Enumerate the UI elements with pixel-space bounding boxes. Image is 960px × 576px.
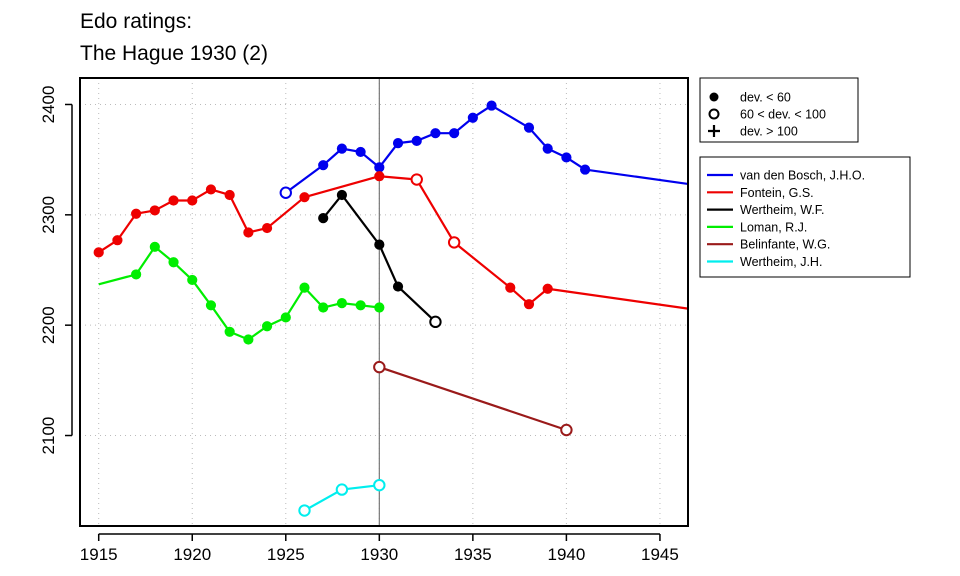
data-point-4	[187, 274, 198, 286]
marker-legend-box	[699, 77, 859, 143]
x-tick-label: 1915	[80, 545, 118, 564]
axes: 1915 1920 1925 1930 1935 1940 1945 2100 2200 2300…	[39, 86, 679, 564]
data-point-1	[411, 135, 422, 146]
data-point-2	[523, 299, 535, 310]
legend-label-4: Loman, R.J.	[740, 220, 807, 234]
data-point-4	[149, 241, 160, 252]
data-point-1	[279, 186, 292, 199]
data-point-3	[429, 315, 442, 329]
y-tick-label: 2100	[39, 417, 58, 455]
data-point-4	[336, 298, 348, 309]
data-point-3	[374, 239, 385, 250]
x-tick-label: 1935	[454, 545, 492, 564]
data-point-4	[224, 326, 235, 337]
data-point-4	[168, 257, 179, 268]
legend-symbol-filled-circle	[709, 92, 719, 102]
legend-label-6: Wertheim, J.H.	[740, 255, 822, 269]
data-point-2	[112, 235, 123, 246]
legend-symbol-plus	[708, 125, 720, 137]
series-line-1	[285, 104, 688, 194]
data-point-2	[542, 283, 553, 294]
marker-legend-label: 60 < dev. < 100	[740, 108, 826, 122]
data-point-2	[187, 195, 198, 206]
data-point-4	[374, 302, 385, 313]
data-point-1	[542, 143, 553, 154]
x-tick-label: 1930	[360, 545, 398, 564]
data-point-1	[430, 128, 441, 139]
data-point-3	[318, 213, 329, 224]
data-point-2	[299, 192, 310, 203]
y-tick-label: 2300	[39, 196, 58, 234]
legend-label-1: van den Bosch, J.H.O.	[740, 169, 865, 183]
data-point-2	[243, 227, 254, 238]
series-line-5	[378, 366, 567, 432]
x-tick-label: 1940	[547, 545, 585, 564]
data-point-2	[168, 195, 179, 206]
data-point-6	[298, 504, 311, 517]
data-point-5	[373, 360, 386, 374]
x-tick-label: 1925	[267, 545, 305, 564]
y-tick-label: 2200	[39, 306, 58, 344]
data-point-1	[486, 100, 497, 111]
data-point-4	[299, 282, 310, 293]
series-line-2	[98, 175, 688, 310]
data-point-2	[93, 247, 104, 258]
data-point-4	[205, 300, 217, 311]
data-point-2	[374, 171, 385, 182]
data-point-1	[355, 146, 366, 158]
data-point-6	[373, 478, 386, 492]
y-tick-label: 2400	[39, 86, 58, 124]
data-point-1	[336, 143, 348, 154]
marker-legend-label: dev. > 100	[740, 125, 798, 139]
legends: dev. < 60 60 < dev. < 100 dev. > 100 van de…	[699, 77, 911, 278]
legend-label-5: Belinfante, W.G.	[740, 238, 830, 252]
data-point-6	[335, 483, 349, 496]
data-point-4	[280, 312, 291, 323]
data-point-4	[355, 300, 366, 311]
data-point-2	[131, 208, 142, 219]
data-point-1	[392, 138, 404, 149]
data-point-1	[318, 160, 329, 171]
data-point-4	[131, 269, 142, 280]
chart-title-line-1: Edo ratings:	[80, 10, 193, 33]
data-point-1	[523, 122, 535, 133]
x-tick-label: 1945	[641, 545, 679, 564]
data-point-2	[224, 189, 235, 201]
marker-legend-label: dev. < 60	[740, 91, 791, 105]
data-point-4	[243, 334, 254, 345]
data-point-1	[467, 112, 478, 123]
data-point-1	[449, 128, 460, 139]
grid-lines	[80, 78, 688, 526]
marker-legend: dev. < 60 60 < dev. < 100 dev. > 100	[699, 77, 859, 143]
series-legend-box	[699, 156, 911, 278]
data-point-5	[560, 423, 573, 437]
data-point-4	[261, 321, 273, 332]
data-point-1	[561, 152, 572, 163]
data-point-2	[505, 282, 516, 293]
series-group	[93, 100, 688, 517]
data-point-2	[149, 205, 160, 216]
legend-label-2: Fontein, G.S.	[740, 186, 814, 200]
data-point-2	[447, 236, 461, 249]
data-point-1	[374, 162, 385, 173]
data-point-3	[392, 281, 404, 292]
legend-label-3: Wertheim, W.F.	[740, 203, 825, 217]
chart-title-line-2: The Hague 1930 (2)	[80, 42, 268, 65]
plot-frame	[79, 77, 689, 527]
data-point-4	[318, 302, 329, 313]
x-tick-label: 1920	[173, 545, 211, 564]
data-point-1	[580, 164, 591, 175]
data-point-2	[205, 184, 217, 195]
data-point-2	[261, 222, 273, 234]
series-legend: van den Bosch, J.H.O. Fontein, G.S. Werthe…	[699, 156, 911, 278]
data-point-3	[336, 189, 348, 201]
data-point-2	[410, 173, 423, 186]
legend-symbol-open-circle	[708, 108, 720, 120]
